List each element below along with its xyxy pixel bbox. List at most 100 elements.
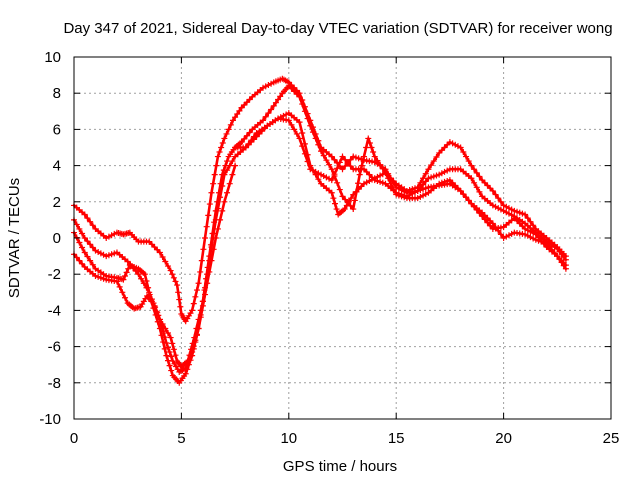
data-point-marker [123, 269, 130, 276]
data-point-marker [444, 141, 451, 148]
x-tick-label: 25 [603, 430, 620, 447]
data-point-marker [371, 153, 378, 160]
data-point-marker [460, 191, 467, 198]
data-point-marker [291, 126, 298, 133]
data-point-marker [143, 277, 150, 284]
data-point-marker [390, 177, 397, 184]
data-point-marker [218, 144, 225, 151]
data-point-marker [293, 91, 300, 98]
data-point-marker [377, 178, 384, 185]
data-point-marker [221, 198, 228, 205]
data-point-marker [554, 253, 561, 260]
data-point-marker [219, 182, 226, 189]
data-point-marker [168, 367, 175, 374]
data-point-marker [371, 177, 378, 184]
x-tick-label: 20 [495, 430, 512, 447]
data-point-marker [182, 365, 189, 372]
data-point-marker [503, 203, 510, 210]
data-point-marker [334, 165, 341, 172]
data-point-marker [330, 195, 337, 202]
data-point-marker [497, 231, 504, 238]
data-point-marker [505, 232, 512, 239]
data-point-marker [166, 362, 173, 369]
data-point-marker [84, 253, 91, 260]
data-point-marker [500, 202, 507, 209]
data-point-marker [365, 135, 372, 142]
data-point-marker [206, 268, 213, 275]
data-point-marker [268, 80, 275, 87]
data-point-marker [158, 322, 165, 329]
data-point-marker [516, 209, 523, 216]
data-point-marker [522, 211, 529, 218]
data-point-marker [76, 225, 83, 232]
chart-title: Day 347 of 2021, Sidereal Day-to-day VTE… [63, 20, 612, 37]
data-point-marker [476, 188, 483, 195]
data-point-marker [265, 110, 272, 117]
data-point-marker [417, 193, 424, 200]
x-tick-label: 5 [177, 430, 185, 447]
data-point-marker [221, 135, 228, 142]
data-point-marker [468, 175, 475, 182]
data-point-marker [471, 179, 478, 186]
data-point-marker [169, 340, 176, 347]
data-point-marker [420, 186, 427, 193]
data-point-marker [318, 171, 325, 178]
data-point-marker [214, 153, 221, 160]
x-axis: 0 5 10 15 20 25 [70, 57, 620, 447]
data-point-marker [436, 149, 443, 156]
data-point-marker [262, 83, 269, 90]
data-point-marker [214, 225, 221, 232]
data-point-marker [170, 274, 177, 281]
data-point-marker [436, 171, 443, 178]
data-point-marker [176, 296, 183, 303]
data-point-marker [347, 156, 354, 163]
series-trace-a [71, 104, 245, 325]
data-point-marker [492, 203, 499, 210]
data-point-marker [100, 251, 107, 258]
data-point-marker [558, 259, 565, 266]
data-point-marker [304, 115, 311, 122]
data-point-marker [208, 257, 215, 264]
data-point-marker [514, 217, 521, 224]
data-point-marker [195, 280, 202, 287]
data-point-marker [97, 274, 104, 281]
data-point-marker [471, 166, 478, 173]
data-point-marker [246, 96, 253, 103]
data-point-marker [197, 268, 204, 275]
data-point-marker [92, 247, 99, 254]
data-point-marker [190, 343, 197, 350]
data-point-marker [511, 207, 518, 214]
data-point-marker [333, 206, 340, 213]
y-tick-label: -4 [48, 302, 61, 319]
y-tick-label: 6 [53, 121, 61, 138]
data-point-marker [505, 210, 512, 217]
data-point-marker [224, 167, 231, 174]
data-point-marker [221, 171, 228, 178]
data-point-marker [379, 179, 386, 186]
data-point-marker [403, 193, 410, 200]
data-point-marker [430, 158, 437, 165]
data-point-marker [527, 228, 534, 235]
data-point-marker [343, 202, 350, 209]
data-point-marker [138, 275, 145, 282]
data-point-marker [154, 246, 161, 253]
data-point-marker [487, 222, 494, 229]
data-point-marker [277, 93, 284, 100]
data-point-marker [484, 219, 491, 226]
data-point-marker [285, 82, 292, 89]
data-point-marker [556, 256, 563, 263]
data-point-marker [438, 147, 445, 154]
data-point-marker [164, 344, 171, 351]
data-point-marker [355, 155, 362, 162]
data-point-marker [441, 168, 448, 175]
data-point-marker [476, 210, 483, 217]
data-point-marker [377, 172, 384, 179]
data-point-marker [342, 163, 349, 170]
data-point-marker [560, 262, 567, 269]
data-point-marker [161, 345, 168, 352]
data-point-marker [141, 271, 148, 278]
data-point-marker [497, 198, 504, 205]
data-point-marker [105, 252, 112, 259]
data-point-marker [433, 154, 440, 161]
